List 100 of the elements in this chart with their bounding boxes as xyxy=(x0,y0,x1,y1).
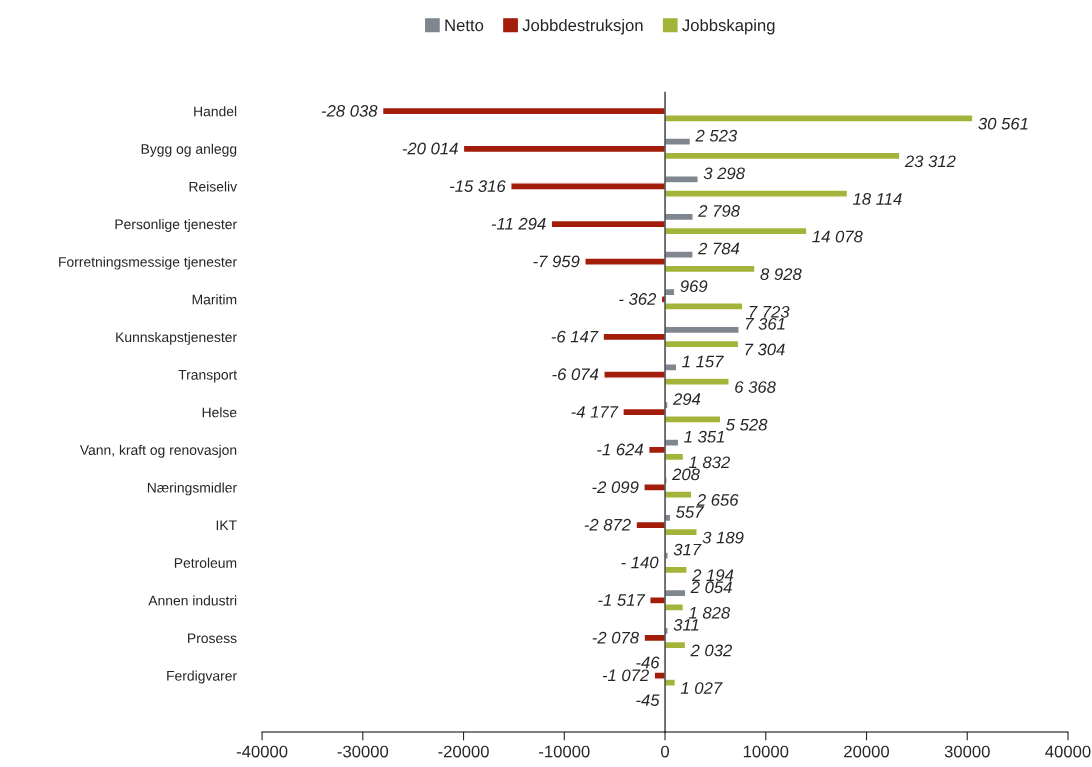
legend-label: Jobbskaping xyxy=(682,18,775,35)
data-label: 1 157 xyxy=(682,355,724,368)
bar xyxy=(664,339,740,349)
data-label: 2 784 xyxy=(698,242,740,255)
bar xyxy=(603,370,666,379)
data-label: 969 xyxy=(680,280,708,293)
bar xyxy=(664,302,744,311)
bar xyxy=(664,678,677,688)
y-tick-label: Maritim xyxy=(192,294,237,305)
data-label: 8 928 xyxy=(760,268,802,281)
data-label: -45 xyxy=(636,694,660,707)
data-label: -28 038 xyxy=(321,104,378,117)
data-label: -2 078 xyxy=(592,631,639,644)
data-label: 208 xyxy=(672,468,700,481)
data-label: 294 xyxy=(672,393,701,405)
bar xyxy=(643,483,666,492)
x-tick-label: -30000 xyxy=(337,745,389,758)
bar xyxy=(664,250,694,259)
bar xyxy=(664,174,699,184)
bar xyxy=(664,137,692,146)
x-tick-label: 10000 xyxy=(743,745,789,758)
data-label: -1 517 xyxy=(598,594,646,606)
bar xyxy=(664,325,740,335)
y-tick-label: Helse xyxy=(202,407,237,418)
x-tick-label: -10000 xyxy=(539,745,590,758)
x-tick-label: -40000 xyxy=(236,745,288,758)
y-tick-label: Personlige tjenester xyxy=(115,219,237,232)
legend-label: Jobbdestruksjon xyxy=(522,18,643,35)
bar xyxy=(664,527,698,537)
data-label: 30 561 xyxy=(978,117,1028,130)
bar xyxy=(664,603,685,612)
data-label: -4 177 xyxy=(571,406,619,418)
bar xyxy=(649,596,666,605)
bar xyxy=(622,407,666,417)
data-label: - 140 xyxy=(621,556,659,569)
data-label: - 362 xyxy=(619,293,657,305)
data-label: 1 828 xyxy=(688,606,731,619)
y-tick-label: Forretningsmessige tjenester xyxy=(59,256,237,270)
data-label: 557 xyxy=(676,506,704,518)
bar xyxy=(664,151,901,161)
y-tick-label: Næringsmidler xyxy=(147,482,237,496)
data-label: -15 316 xyxy=(450,180,506,193)
x-tick-label: 20000 xyxy=(844,745,890,758)
bar xyxy=(510,182,666,191)
data-label: -6 147 xyxy=(551,330,599,343)
data-label: 1 027 xyxy=(680,682,723,694)
y-tick-label: Bygg og anlegg xyxy=(141,143,237,157)
bar xyxy=(664,415,722,424)
y-tick-label: IKT xyxy=(216,520,237,531)
bar xyxy=(664,226,808,236)
data-label: 2 798 xyxy=(698,205,740,217)
y-tick-label: Petroleum xyxy=(174,557,237,568)
data-label: 1 351 xyxy=(684,430,724,443)
data-label: 7 304 xyxy=(745,343,785,356)
bar xyxy=(664,377,730,386)
data-label: -20 014 xyxy=(402,142,458,155)
data-label: 311 xyxy=(673,618,699,631)
data-label: 3 189 xyxy=(702,531,744,544)
data-label: 2 054 xyxy=(690,581,732,594)
y-tick-label: Handel xyxy=(194,106,237,117)
x-tick-label: 40000 xyxy=(1045,745,1091,758)
data-label: -11 294 xyxy=(491,217,546,230)
data-label: -7 959 xyxy=(533,255,580,268)
y-tick-label: Reiseliv xyxy=(189,181,238,192)
y-tick-label: Ferdigvarer xyxy=(167,670,237,684)
data-label: -2 099 xyxy=(592,481,639,494)
data-label: 1 832 xyxy=(688,456,730,469)
data-label: 3 298 xyxy=(703,167,745,180)
x-tick-label: 0 xyxy=(661,745,670,758)
data-label: 23 312 xyxy=(904,155,956,168)
data-label: -1 624 xyxy=(597,443,644,456)
bar xyxy=(602,332,666,342)
bar xyxy=(664,114,974,123)
data-label: 2 032 xyxy=(690,644,732,657)
y-tick-label: Prosess xyxy=(188,633,237,644)
y-tick-label: Vann, kraft og renovasjon xyxy=(79,444,237,458)
x-tick-label: -20000 xyxy=(438,745,489,758)
data-label: 7 723 xyxy=(749,305,790,318)
legend-label: Netto xyxy=(445,19,484,32)
data-label: 5 528 xyxy=(726,418,768,431)
data-label: 18 114 xyxy=(852,193,902,205)
bar xyxy=(664,363,678,372)
bar xyxy=(550,219,666,229)
data-label: 2 194 xyxy=(692,569,734,582)
y-tick-label: Kunnskapstjenester xyxy=(116,331,237,345)
data-label: 2 656 xyxy=(696,494,739,506)
bar xyxy=(635,520,666,530)
data-label: -2 872 xyxy=(584,518,631,531)
bar xyxy=(664,264,756,274)
bar xyxy=(664,438,680,447)
bar xyxy=(664,490,693,499)
x-tick-label: 30000 xyxy=(944,745,990,758)
data-label: 317 xyxy=(673,543,702,556)
y-tick-label: Annen industri xyxy=(148,595,237,606)
bar xyxy=(381,106,666,116)
bar xyxy=(584,257,666,266)
y-tick-label: Transport xyxy=(178,370,237,383)
data-label: -1 072 xyxy=(602,669,649,682)
bar xyxy=(462,144,666,154)
data-label: -6 074 xyxy=(552,368,599,381)
